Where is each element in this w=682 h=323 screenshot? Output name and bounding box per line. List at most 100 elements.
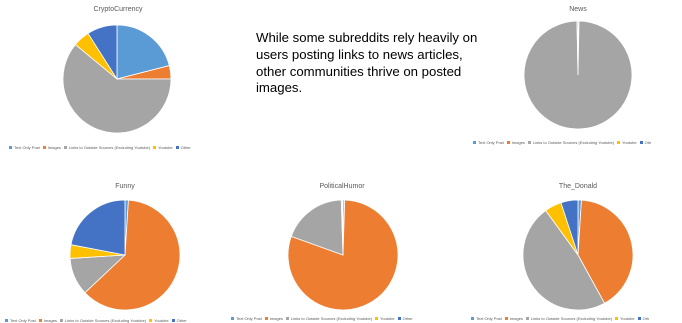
pie-the-donald	[522, 199, 634, 311]
legend-label: Text Only Post	[14, 145, 40, 150]
chart-title-the-donald: The_Donald	[558, 183, 598, 190]
chart-title-cryptocurrency: CryptoCurrency	[93, 6, 143, 13]
legend-item: Links to Outside Sources (Excluding Yout…	[57, 318, 146, 323]
legend-swatch	[285, 317, 289, 321]
legend-swatch	[5, 319, 8, 323]
legend-label: Other	[180, 145, 191, 150]
legend-swatch	[397, 317, 401, 321]
legend-label: Links to Outside Sources (Excluding Yout…	[290, 316, 373, 321]
legend-swatch	[231, 317, 234, 321]
legend-item: Youtube	[146, 318, 169, 323]
legend-politicalhumor: Text Only Post Images Links to Outside Sou…	[228, 316, 413, 321]
chart-title-politicalhumor: PoliticalHumor	[319, 183, 365, 190]
pie-funny	[69, 199, 181, 311]
legend-item: Links to Outside Sources (Excluding Yout…	[523, 316, 612, 321]
legend-label: Text Only Post	[476, 316, 502, 321]
legend-swatch	[504, 317, 508, 321]
legend-label: Oth	[642, 316, 650, 321]
legend-swatch	[264, 317, 268, 321]
legend-label: Links to Outside Sources (Excluding Yout…	[64, 318, 147, 323]
legend-item: Links to Outside Sources (Excluding Yout…	[283, 316, 372, 321]
legend-swatch	[615, 317, 619, 321]
legend-swatch	[42, 146, 46, 150]
legend-swatch	[9, 146, 12, 150]
legend-item: Oth	[637, 140, 651, 145]
pie-slice-links-to-outside-sources-excluding-youtube	[522, 209, 606, 311]
legend-swatch	[175, 146, 179, 150]
legend-label: Youtube	[158, 145, 173, 150]
chart-title-funny: Funny	[115, 183, 135, 190]
legend-funny: Text Only Post Images Links to Outside Sou…	[2, 318, 187, 323]
legend-the-donald: Text Only Post Images Links to Outside Sou…	[468, 316, 649, 321]
legend-swatch	[59, 319, 63, 323]
legend-news: Text Only Post Images Links to Outside Sou…	[470, 140, 651, 145]
legend-item: Links to Outside Sources (Excluding Yout…	[61, 145, 150, 150]
legend-swatch	[527, 141, 531, 145]
legend-swatch	[375, 317, 379, 321]
legend-item: Other	[395, 316, 413, 321]
chart-title-news: News	[569, 6, 587, 13]
legend-swatch	[617, 141, 621, 145]
legend-swatch	[149, 319, 153, 323]
legend-item: Youtube	[612, 316, 635, 321]
pie-slice-other	[87, 24, 118, 81]
legend-swatch	[639, 141, 643, 145]
legend-label: Links to Outside Sources (Excluding Yout…	[68, 145, 151, 150]
pie-news	[523, 20, 633, 130]
pie-slice-other	[576, 20, 579, 76]
legend-cryptocurrency: Text Only Post Images Links to Outside Sou…	[6, 145, 191, 150]
legend-label: Oth	[644, 140, 652, 145]
callout-text: While some subreddits rely heavily on us…	[256, 30, 478, 96]
legend-swatch	[637, 317, 641, 321]
legend-swatch	[525, 317, 529, 321]
pie-slice-other	[341, 199, 344, 256]
legend-label: Links to Outside Sources (Excluding Yout…	[532, 140, 615, 145]
pie-slice-links-to-outside-sources-excluding-youtube	[290, 199, 344, 256]
legend-item: Images	[504, 140, 525, 145]
pie-slice-links-to-outside-sources-excluding-youtube	[62, 44, 172, 134]
legend-label: Youtube	[622, 140, 637, 145]
legend-swatch	[506, 141, 510, 145]
legend-item: Youtube	[614, 140, 637, 145]
legend-item: Youtube	[150, 145, 173, 150]
legend-label: Other	[176, 318, 187, 323]
legend-item: Text Only Post	[228, 316, 262, 321]
legend-item: Images	[262, 316, 283, 321]
legend-label: Text Only Post	[10, 318, 36, 323]
legend-label: Youtube	[620, 316, 635, 321]
legend-item: Links to Outside Sources (Excluding Yout…	[525, 140, 614, 145]
pie-slice-text-only-post	[116, 24, 170, 80]
legend-label: Images	[43, 318, 57, 323]
legend-swatch	[63, 146, 67, 150]
pie-slice-images	[577, 199, 634, 304]
legend-item: Text Only Post	[2, 318, 36, 323]
legend-swatch	[38, 319, 42, 323]
pie-cryptocurrency	[62, 24, 172, 134]
legend-swatch	[473, 141, 476, 145]
legend-item: Youtube	[372, 316, 395, 321]
legend-label: Youtube	[380, 316, 395, 321]
legend-label: Images	[509, 316, 523, 321]
legend-item: Other	[173, 145, 191, 150]
legend-label: Youtube	[154, 318, 169, 323]
legend-item: Other	[169, 318, 187, 323]
legend-label: Text Only Post	[478, 140, 504, 145]
legend-label: Images	[47, 145, 61, 150]
pie-politicalhumor	[287, 199, 399, 311]
legend-swatch	[153, 146, 157, 150]
legend-swatch	[471, 317, 474, 321]
legend-item: Images	[502, 316, 523, 321]
pie-slice-images	[84, 199, 181, 311]
pie-slice-links-to-outside-sources-excluding-youtube	[523, 20, 633, 130]
legend-label: Links to Outside Sources (Excluding Yout…	[530, 316, 613, 321]
legend-item: Images	[36, 318, 57, 323]
pie-slice-other	[70, 199, 126, 256]
legend-item: Images	[40, 145, 61, 150]
legend-item: Text Only Post	[6, 145, 40, 150]
pie-slice-other	[560, 199, 579, 256]
legend-label: Text Only Post	[236, 316, 262, 321]
legend-swatch	[171, 319, 175, 323]
legend-item: Text Only Post	[470, 140, 504, 145]
legend-label: Images	[511, 140, 525, 145]
